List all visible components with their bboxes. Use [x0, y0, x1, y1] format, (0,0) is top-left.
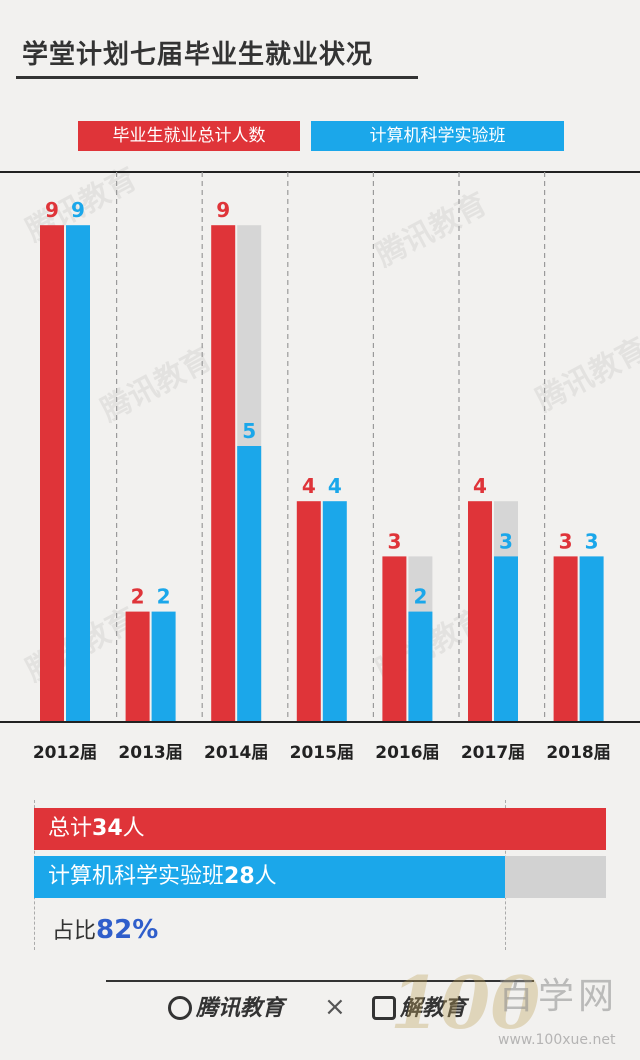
- bar-total: [40, 225, 64, 722]
- bar-cs: [579, 556, 604, 722]
- bar-cs: [237, 446, 262, 722]
- data-label: 4: [328, 474, 342, 498]
- footer-divider: [106, 980, 534, 982]
- data-label: 3: [559, 529, 573, 553]
- data-label: 3: [387, 529, 401, 553]
- x-tick-label: 2014届: [204, 743, 268, 763]
- data-label: 3: [499, 529, 513, 553]
- data-label: 2: [413, 585, 427, 609]
- data-label: 2: [131, 585, 145, 609]
- x-tick-label: 2013届: [118, 743, 182, 763]
- title-underline: [16, 76, 418, 79]
- bar-total: [211, 225, 236, 722]
- bar-total: [468, 501, 492, 722]
- cs-label: 计算机科学实验班28人: [48, 864, 277, 889]
- 100xue-logo: 100 百学网 www.100xue.net: [390, 960, 618, 1048]
- jie-edu-logo-icon: [372, 996, 396, 1020]
- bar-total: [296, 501, 321, 722]
- bar-cs: [151, 611, 176, 722]
- data-label: 9: [45, 198, 59, 222]
- data-label: 5: [242, 419, 256, 443]
- x-tick-label: 2018届: [546, 743, 610, 763]
- logo-cn-name: 百学网: [498, 976, 618, 1017]
- data-label: 9: [216, 198, 230, 222]
- logo-number: 100: [390, 960, 540, 1045]
- bar-cs: [494, 556, 518, 722]
- chart-title: 学堂计划七届毕业生就业状况: [22, 40, 374, 70]
- x-tick-label: 2017届: [461, 743, 525, 763]
- total-label: 总计34人: [48, 816, 145, 841]
- bar-total: [553, 556, 578, 722]
- cs-bar: [34, 856, 505, 898]
- x-tick-label: 2015届: [290, 743, 354, 763]
- x-tick-label: 2012届: [33, 743, 97, 763]
- legend-total-employed: 毕业生就业总计人数: [78, 121, 300, 151]
- bar-cs: [66, 225, 90, 722]
- collab-times: ×: [324, 992, 346, 1022]
- jie-edu-logo-text: 解教育: [400, 996, 467, 1021]
- legend-cs-class: 计算机科学实验班: [311, 121, 564, 151]
- bar-total: [125, 611, 150, 722]
- data-label: 9: [71, 198, 85, 222]
- x-tick-label: 2016届: [375, 743, 439, 763]
- logo-url: www.100xue.net: [498, 1032, 616, 1048]
- tencent-edu-logo-text: 腾讯教育: [196, 996, 285, 1021]
- data-label: 2: [157, 585, 171, 609]
- data-label: 4: [473, 474, 487, 498]
- ratio-label: 占比82%: [52, 915, 159, 945]
- tencent-logo-icon: [168, 996, 192, 1020]
- bar-total: [382, 556, 407, 722]
- data-label: 4: [302, 474, 316, 498]
- bar-cs: [322, 501, 347, 722]
- ratio-value: 82%: [96, 915, 159, 945]
- total-bar: [34, 808, 606, 850]
- data-label: 3: [585, 529, 599, 553]
- bar-cs: [408, 611, 433, 722]
